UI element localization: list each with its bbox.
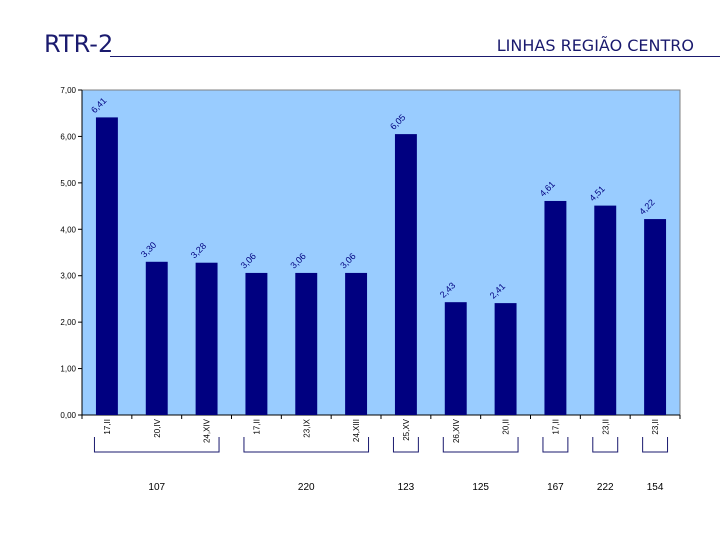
bar [245,272,268,415]
group-bracket [93,437,220,453]
x-tick-label: 17,II [551,419,560,435]
page-subtitle: LINHAS REGIÃO CENTRO [496,36,694,55]
x-tick-label: 25,XV [402,418,411,440]
group-label: 107 [148,482,165,493]
page-title: RTR-2 [44,30,114,58]
bar [594,205,617,415]
y-tick-label: 4,00 [60,225,76,234]
group-bracket [542,437,569,453]
group-bracket [442,437,519,453]
group-label: 220 [298,482,315,493]
y-tick-label: 6,00 [60,132,76,141]
bar [95,117,118,416]
y-tick-label: 7,00 [60,86,76,95]
bar [494,303,517,415]
x-tick-label: 20,II [502,419,511,435]
group-label: 125 [472,482,489,493]
x-tick-label: 23,II [651,419,660,435]
bar [644,219,667,415]
y-tick-label: 3,00 [60,272,76,281]
group-bracket [392,437,419,453]
group-label: 154 [647,482,664,493]
group-bracket [592,437,619,453]
x-tick-label: 24,XIV [203,418,212,443]
y-tick-label: 5,00 [60,179,76,188]
title-underline [110,56,720,57]
group-bracket [642,437,669,453]
bar [444,302,467,415]
plot-area [81,89,681,416]
x-tick-label: 17,II [103,419,112,435]
x-tick-label: 20,IV [153,418,162,437]
group-bracket [243,437,370,453]
x-tick-label: 23,IX [302,418,311,437]
bar [345,272,368,415]
y-tick-label: 1,00 [60,365,76,374]
group-label: 167 [547,482,564,493]
group-label: 222 [597,482,614,493]
x-tick-label: 23,II [601,419,610,435]
bar [295,272,318,415]
bar [394,134,417,415]
y-tick-label: 0,00 [60,411,76,420]
bar [544,200,567,415]
y-tick-label: 2,00 [60,318,76,327]
bar [195,262,218,415]
group-label: 123 [398,482,415,493]
bar [145,261,168,415]
x-tick-label: 24,XIII [352,419,361,442]
x-tick-label: 17,II [252,419,261,435]
x-tick-label: 26,XIV [452,418,461,443]
